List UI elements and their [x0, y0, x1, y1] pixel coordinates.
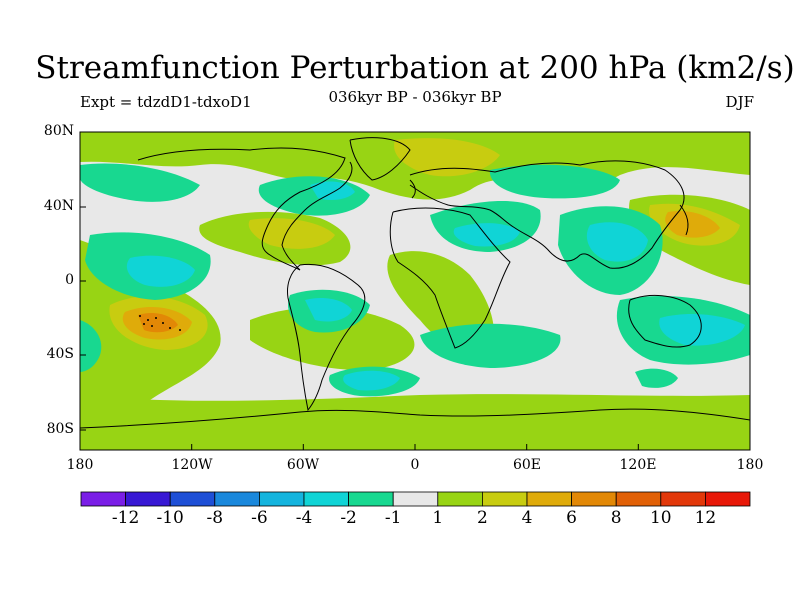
legend-label: 4: [521, 508, 533, 528]
legend-label: -12: [111, 508, 140, 528]
legend-label: 6: [566, 508, 577, 528]
coast-north-america: [137, 147, 353, 271]
lat-label-80n: 80N: [43, 123, 74, 139]
legend-swatch: [660, 491, 706, 507]
stipple-dot: [179, 329, 181, 331]
stipple-dot: [139, 315, 141, 317]
legend-label: -4: [295, 508, 313, 528]
stipple-dot: [169, 327, 171, 329]
stipple-dot: [147, 319, 149, 321]
contour-negative-strong-4: [453, 223, 520, 247]
legend-label: 2: [476, 508, 488, 528]
legend-swatch: [258, 491, 305, 507]
experiment-label: Expt = tdzdD1-tdxoD1: [80, 93, 252, 111]
legend-label: -8: [206, 508, 224, 528]
contour-negative-southindian: [420, 323, 561, 368]
legend-swatch: [80, 491, 126, 507]
contour-negative-strong-7: [310, 181, 355, 200]
chart-title: Streamfunction Perturbation at 200 hPa (…: [35, 50, 795, 86]
legend-label: -10: [156, 508, 184, 528]
legend-swatch: [705, 491, 751, 507]
contour-negative-strong-5: [343, 370, 400, 391]
legend-swatch: [481, 491, 528, 507]
stipple-dot: [155, 317, 157, 319]
lat-label-40n: 40N: [43, 198, 74, 214]
legend-swatch: [615, 491, 662, 507]
legend-colorbar: [80, 491, 751, 507]
coast-antarctica: [80, 408, 750, 429]
contour-positive-peak-3: [138, 313, 178, 333]
lon-label-60e: 60E: [512, 457, 542, 473]
period-label: 036kyr BP - 036kyr BP: [328, 88, 502, 106]
legend-label: 10: [649, 508, 672, 528]
lon-label-180e: 180: [736, 457, 764, 473]
legend-swatch: [526, 491, 572, 507]
legend-swatch: [571, 491, 617, 507]
contour-negative-strong-6: [305, 298, 352, 322]
legend-swatch: [348, 491, 394, 507]
legend-swatch: [169, 491, 216, 507]
contour-negative-southernpacific: [635, 368, 678, 388]
contour-fields: [80, 132, 750, 450]
legend-label: -6: [251, 508, 268, 528]
lat-label-0: 0: [65, 272, 74, 288]
contour-negative-strong-2: [586, 222, 648, 262]
legend-label: -1: [384, 508, 402, 528]
coast-south-america: [287, 263, 366, 412]
stippling: [139, 315, 181, 331]
stipple-dot: [162, 322, 164, 324]
legend-swatch: [392, 491, 439, 507]
coastlines: [80, 137, 750, 429]
stipple-dot: [151, 325, 153, 327]
lon-label-60w: 60W: [286, 457, 320, 473]
contour-negative-northpacific: [80, 163, 200, 202]
coast-eurasia: [409, 160, 685, 269]
coast-japan: [679, 204, 689, 236]
coast-africa: [389, 207, 511, 349]
contour-negative-strong-3: [659, 314, 745, 346]
contour-positive-southatlantic: [250, 307, 415, 371]
legend-swatch: [214, 491, 260, 507]
season-label: DJF: [725, 93, 754, 111]
contour-positive-southernocean: [80, 394, 750, 450]
stipple-dot: [143, 323, 145, 325]
lat-label-80s: 80S: [46, 421, 74, 437]
legend-swatch: [125, 491, 171, 507]
contour-negative-eastpacific-south: [80, 320, 102, 372]
contour-negative-asia: [489, 164, 620, 199]
legend-label: 8: [610, 508, 622, 528]
contour-positive-strong-1: [394, 138, 500, 177]
lon-label-120w: 120W: [171, 457, 213, 473]
contour-positive-peak-2: [665, 210, 720, 238]
contour-negative-strong-1: [126, 255, 195, 287]
lon-label-180w: 180: [66, 457, 94, 473]
legend-label: 12: [694, 508, 717, 528]
legend-swatch: [303, 491, 349, 507]
axis-ticks: [80, 131, 639, 450]
lat-label-40s: 40S: [46, 346, 74, 362]
coast-australia: [628, 295, 702, 348]
coast-greenland: [349, 137, 411, 181]
lon-label-0: 0: [410, 457, 420, 473]
lon-label-120e: 120E: [619, 457, 657, 473]
legend-label: -2: [340, 508, 357, 528]
coast-uk: [409, 179, 416, 199]
contour-positive-strong-4: [248, 218, 335, 249]
legend-swatch: [437, 491, 483, 507]
legend-label: 1: [432, 508, 444, 528]
